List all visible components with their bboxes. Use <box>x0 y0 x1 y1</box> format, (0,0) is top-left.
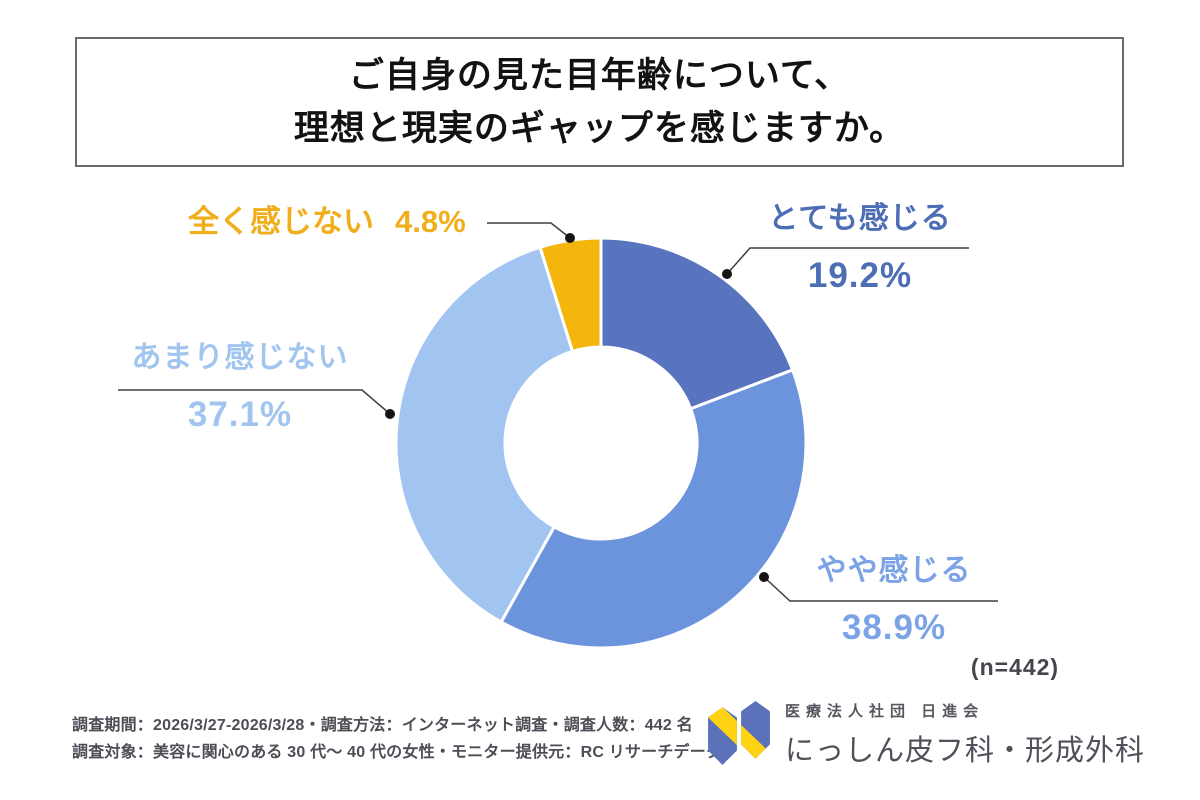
callout-totemo: とても感じる 19.2% <box>749 201 971 295</box>
sample-size: (n=442) <box>970 654 1060 680</box>
callout-yaya: やや感じる 38.9% <box>788 553 1000 647</box>
callout-amari: あまり感じない 37.1% <box>116 340 364 434</box>
callout-line-yaya <box>763 576 998 602</box>
donut-segment-1 <box>499 368 808 650</box>
segment-label-amari: あまり感じない <box>131 341 349 374</box>
segment-label-yaya: やや感じる <box>816 554 972 587</box>
title-box: ご自身の見た目年齢について、 理想と現実のギャップを感じますか。 <box>75 37 1124 167</box>
callout-lines <box>118 222 998 602</box>
callout-dot-yaya <box>759 572 769 582</box>
donut-segment-0 <box>599 236 795 411</box>
callout-dot-totemo <box>722 269 732 279</box>
title-line-2: 理想と現実のギャップを感じますか。 <box>293 109 906 148</box>
segment-label-mattaku: 全く感じない <box>188 204 374 239</box>
segment-label-totemo: とても感じる <box>768 202 952 235</box>
clinic-logo: 医療法人社団 日進会 にっしん皮フ科・形成外科 <box>706 697 1145 771</box>
callout-dots <box>385 233 769 582</box>
callout-dot-amari <box>385 409 395 419</box>
survey-notes: 調査期間：2026/3/27-2026/3/28・調査方法：インターネット調査・… <box>72 712 722 766</box>
segment-percentage-amari: 37.1% <box>187 395 293 434</box>
clinic-name: にっしん皮フ科・形成外科 <box>785 735 1146 767</box>
callout-dot-mattaku <box>565 233 575 243</box>
segment-percentage-mattaku: 4.8% <box>395 204 466 239</box>
callout-line-totemo <box>726 247 969 275</box>
segment-percentage-totemo: 19.2% <box>807 256 913 295</box>
survey-note-line-2: 調査対象：美容に関心のある 30 代～ 40 代の女性・モニター提供元：RC リ… <box>72 744 723 761</box>
callout-line-amari <box>118 389 391 415</box>
callout-mattaku: 全く感じない 4.8% <box>188 204 488 240</box>
clinic-logo-mark-icon <box>708 701 770 765</box>
donut-slices <box>394 236 808 650</box>
callout-line-mattaku <box>487 222 571 239</box>
clinic-logo-text: 医療法人社団 日進会 にっしん皮フ科・形成外科 <box>785 697 1145 769</box>
donut-segment-3 <box>538 236 603 353</box>
segment-percentage-yaya: 38.9% <box>841 608 947 647</box>
clinic-org-name: 医療法人社団 日進会 <box>785 703 985 720</box>
survey-note-line-1: 調査期間：2026/3/27-2026/3/28・調査方法：インターネット調査・… <box>72 717 693 734</box>
title-line-1: ご自身の見た目年齢について、 <box>348 56 851 95</box>
donut-segment-2 <box>394 245 574 624</box>
